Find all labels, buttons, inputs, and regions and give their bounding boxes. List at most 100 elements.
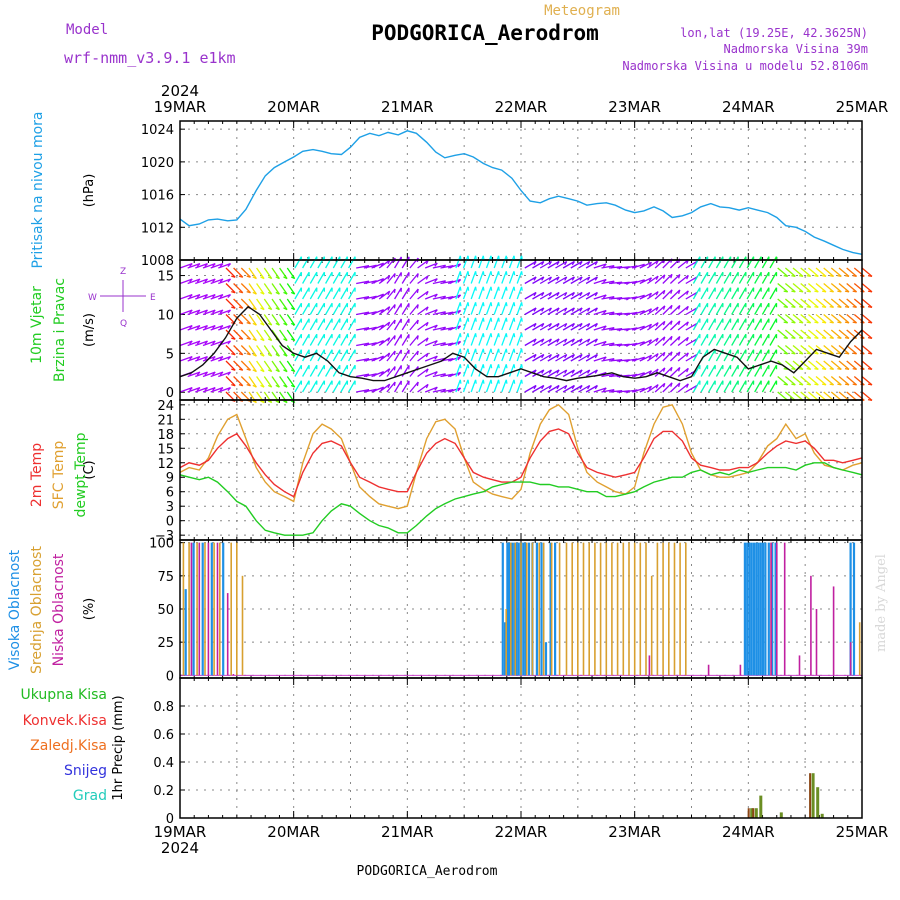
wind-vector: [470, 271, 477, 284]
wind-vector-head: [655, 260, 659, 265]
wind-vector-head: [474, 333, 477, 338]
wind-vector-head: [212, 294, 216, 299]
wind-vector-field: [179, 255, 873, 404]
wind-vector: [440, 295, 454, 300]
wind-vector-head: [791, 305, 796, 309]
wind-vector: [754, 318, 762, 331]
wind-vector: [639, 292, 652, 300]
wind-vector: [685, 322, 698, 331]
wind-vector-head: [260, 338, 265, 342]
wind-vector: [677, 259, 689, 269]
wind-vector: [562, 276, 575, 285]
wind-vector: [286, 267, 296, 279]
wind-vector: [708, 349, 716, 362]
wind-vector: [432, 326, 446, 331]
wind-vector: [348, 333, 356, 346]
precip-conv-bar: [809, 773, 812, 818]
wind-vector: [363, 264, 377, 269]
y-tick-label: 18: [157, 428, 174, 443]
wind-vector-head: [587, 261, 591, 266]
wind-vector: [332, 380, 341, 393]
wind-vector: [631, 325, 645, 331]
wind-vector: [325, 271, 333, 284]
wind-vector: [738, 349, 747, 362]
wind-vector: [378, 368, 391, 378]
wind-vector-head: [844, 336, 850, 340]
wind-vector: [669, 320, 681, 331]
wind-vector: [601, 389, 615, 393]
wind-vector-head: [806, 336, 811, 340]
wind-vector: [715, 380, 724, 393]
top-date-tick: 21MAR: [381, 98, 434, 116]
wind-vector-head: [602, 325, 607, 330]
wind-vector: [784, 267, 796, 277]
wind-vector-head: [275, 307, 280, 311]
precip-total-bar: [754, 808, 758, 818]
wind-vector-head: [821, 383, 827, 386]
wind-vector-head: [587, 323, 591, 328]
wind-vector: [256, 298, 265, 310]
wind-vector-head: [798, 336, 804, 340]
wind-vector-head: [434, 386, 438, 391]
wind-vector: [555, 307, 568, 316]
wind-vector: [738, 333, 747, 346]
wind-vector: [677, 367, 689, 378]
wind-vector-head: [467, 348, 470, 353]
wind-vector: [448, 294, 461, 300]
y-axis-label: (%): [82, 598, 97, 621]
compass-e: E: [150, 293, 156, 303]
wind-vector-head: [275, 322, 280, 326]
wind-vector: [532, 338, 545, 347]
wind-vector-head: [467, 364, 470, 369]
wind-vector-head: [252, 338, 257, 342]
wind-vector: [570, 369, 583, 378]
wind-vector: [861, 267, 873, 277]
wind-vector-head: [783, 336, 788, 340]
wind-vector: [585, 260, 598, 269]
wind-vector-head: [416, 304, 419, 309]
wind-vector-head: [505, 255, 508, 260]
wind-vector-head: [662, 367, 666, 372]
wind-vector: [562, 353, 575, 362]
wind-vector-head: [783, 290, 788, 293]
wind-vector-head: [602, 294, 607, 299]
wind-vector-head: [275, 291, 280, 295]
wind-vector: [187, 324, 201, 331]
wind-vector: [195, 293, 208, 300]
wind-vector: [800, 345, 812, 355]
wind-vector-head: [662, 321, 666, 326]
wind-vector: [440, 326, 454, 331]
wind-vector: [356, 373, 370, 378]
wind-vector-head: [204, 263, 208, 268]
wind-vector: [470, 286, 477, 300]
wind-vector: [218, 293, 231, 300]
wind-vector: [448, 356, 461, 362]
wind-vector-head: [829, 383, 834, 386]
wind-vector: [386, 288, 396, 300]
wind-vector: [532, 276, 545, 285]
wind-vector-head: [474, 286, 477, 291]
wind-vector: [256, 267, 265, 279]
wind-vector: [332, 302, 341, 315]
wind-vector: [769, 256, 778, 269]
wind-vector-head: [579, 338, 583, 343]
wind-vector-head: [212, 263, 216, 268]
wind-vector: [317, 318, 325, 331]
wind-vector: [830, 267, 842, 277]
wind-vector-head: [260, 353, 265, 357]
wind-vector-head: [387, 290, 391, 296]
wind-vector-head: [556, 307, 560, 312]
wind-vector: [631, 387, 645, 393]
wind-vector-head: [434, 293, 438, 298]
wind-vector-head: [791, 367, 796, 371]
wind-vector: [210, 371, 224, 378]
wind-vector: [240, 345, 251, 356]
wind-vector: [218, 262, 231, 269]
wind-vector: [524, 322, 537, 331]
wind-vector: [462, 286, 469, 300]
wind-vector: [279, 329, 288, 341]
wind-vector-head: [393, 273, 396, 278]
wind-vector-head: [513, 302, 516, 307]
y-tick-label: 0.2: [153, 784, 174, 799]
wind-vector-head: [267, 338, 272, 342]
